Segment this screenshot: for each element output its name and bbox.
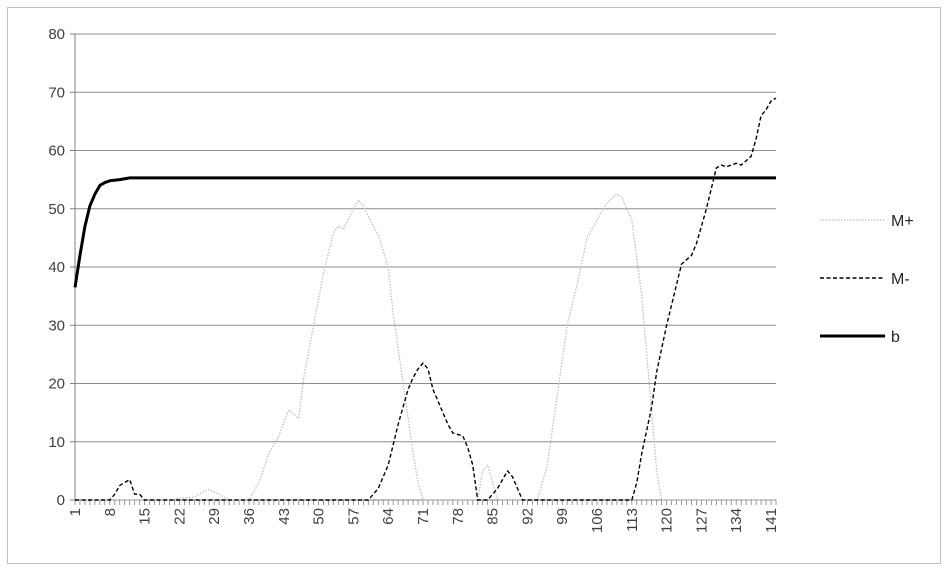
x-tick-label: 43	[276, 508, 293, 525]
legend-label: M+	[891, 213, 914, 230]
line-chart: 0 10 20 30 40 50 60 70 80 1 8 15 22 29 36 43 50 57 64 71 78…	[48, 26, 914, 533]
x-tick-label: 22	[171, 508, 188, 525]
series-line-b	[73, 176, 776, 288]
x-tick-label: 120	[659, 508, 676, 533]
x-tick-label: 113	[624, 508, 641, 532]
y-tick-label: 50	[48, 201, 65, 218]
y-tick-label: 80	[48, 26, 65, 43]
x-tick-label: 106	[589, 508, 606, 533]
y-tick-label: 70	[48, 84, 65, 101]
legend-label: M-	[891, 271, 910, 288]
chart-frame: 0 10 20 30 40 50 60 70 80 1 8 15 22 29 36 43 50 57 64 71 78…	[7, 7, 941, 564]
x-tick-label: 8	[102, 508, 119, 516]
y-tick-label: 60	[48, 143, 65, 160]
x-tick-label: 57	[345, 508, 362, 525]
y-tick-label: 10	[48, 434, 65, 451]
series-lines	[73, 97, 777, 501]
x-tick-label: 99	[554, 508, 571, 525]
x-tick-label: 92	[519, 508, 536, 525]
x-tick-label: 64	[380, 508, 397, 525]
x-tick-label: 134	[728, 508, 745, 533]
x-tick-label: 36	[241, 508, 258, 525]
y-tick-label: 40	[48, 259, 65, 276]
x-tick-label: 71	[415, 508, 432, 525]
x-tick-label: 15	[137, 508, 154, 525]
y-tick-label: 20	[48, 376, 65, 393]
x-tick-label: 50	[311, 508, 328, 525]
y-tick-label: 30	[48, 317, 65, 334]
legend-label: b	[891, 329, 900, 346]
axes	[70, 33, 777, 505]
y-tick-labels: 0 10 20 30 40 50 60 70 80	[48, 26, 65, 509]
x-tick-label: 1	[67, 508, 84, 516]
x-tick-label: 29	[206, 508, 223, 525]
legend: M+ M-b	[820, 213, 914, 346]
x-tick-labels: 1 8 15 22 29 36 43 50 57 64 71 78 85 92 99 106 113 120 127…	[67, 508, 780, 533]
y-tick-label: 0	[57, 492, 65, 509]
gridlines	[75, 33, 776, 443]
series-line-mminus	[75, 97, 777, 501]
series-line-mplus	[75, 193, 776, 501]
x-tick-label: 85	[485, 508, 502, 525]
x-tick-label: 127	[693, 508, 710, 533]
x-tick-label: 78	[450, 508, 467, 525]
x-tick-label: 141	[763, 508, 780, 533]
